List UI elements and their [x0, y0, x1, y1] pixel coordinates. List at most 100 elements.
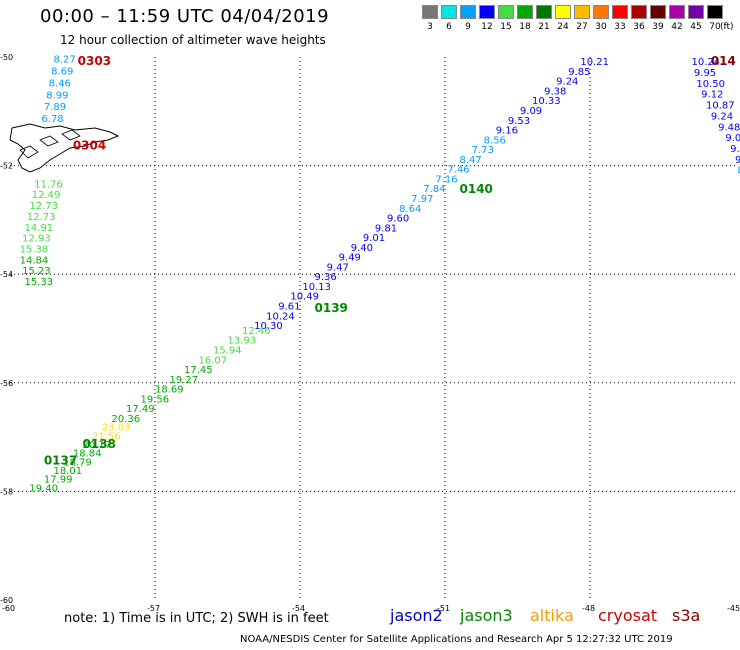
scale-swatch — [498, 5, 514, 19]
wave-height-value: 18.84 — [73, 449, 102, 460]
scale-label: 39 — [652, 22, 664, 32]
axis-ticks: -60 -57 -54 -51 -48 -45 -50 -52 -54 -56 -58 -60 — [0, 53, 740, 613]
wave-height-value: 9.47 — [327, 262, 349, 273]
wave-height-value: 14.84 — [20, 255, 49, 266]
wave-height-value: 20.36 — [112, 414, 141, 425]
scale-unit: (ft) — [720, 22, 734, 32]
wave-height-value: 12.73 — [29, 201, 58, 212]
wave-height-value: 7.97 — [411, 194, 433, 205]
scale-label: 45 — [690, 22, 702, 32]
lon-tick-label: -54 — [292, 604, 305, 613]
pass-labels: 0303 0304 0140 0139 0138 0137 014 — [44, 54, 736, 467]
wave-height-value: 8.27 — [54, 54, 76, 65]
wave-height-value: 15.33 — [25, 277, 54, 288]
wave-height-value: 20.17 — [83, 440, 112, 451]
wave-height-value: 8.47 — [460, 155, 482, 166]
wave-height-value: 9.09 — [520, 106, 542, 117]
lon-tick-label: -51 — [437, 604, 450, 613]
wave-height-value: 8.64 — [399, 204, 421, 215]
wave-height-value: 9.09 — [730, 144, 740, 155]
wave-height-value: 10.87 — [706, 101, 735, 112]
pass-id-label: 0138 — [83, 437, 116, 451]
scale-label: 36 — [633, 22, 645, 32]
wave-height-value: 8.69 — [51, 66, 73, 77]
wave-height-value: 23.03 — [102, 423, 131, 434]
scale-swatch — [612, 5, 628, 19]
wave-height-value: 9.24 — [556, 77, 578, 88]
wave-height-value: 12.93 — [22, 234, 51, 245]
wave-height-value: 14.91 — [25, 223, 54, 234]
legend-jason3: jason3 — [460, 606, 513, 625]
wave-height-value: 15.94 — [213, 345, 242, 356]
lon-tick-label: -60 — [2, 604, 15, 613]
scale-label: 21 — [538, 22, 550, 32]
scale-label: 3 — [427, 22, 433, 32]
wave-height-value: 12.73 — [27, 212, 56, 223]
wave-height-value: 9.16 — [496, 126, 518, 137]
scale-label: 30 — [595, 22, 607, 32]
lat-tick-label: -56 — [0, 379, 13, 388]
wave-height-value: 8. — [737, 166, 740, 177]
wave-height-value: 18.79 — [63, 457, 92, 468]
scale-swatch — [631, 5, 647, 19]
wave-height-value: 9.1 — [735, 155, 740, 166]
scale-label: 9 — [465, 22, 471, 32]
legend-cryosat: cryosat — [598, 606, 658, 625]
wave-height-value: 9.49 — [339, 253, 361, 264]
wave-height-value: 10.24 — [266, 311, 295, 322]
wave-height-value: 9.36 — [315, 272, 337, 283]
pass-id-label: 0137 — [44, 453, 77, 467]
wave-height-value: 17.99 — [44, 475, 73, 486]
wave-height-value: 7.89 — [44, 102, 66, 113]
wave-height-value: 8.46 — [49, 78, 71, 89]
scale-label: 12 — [481, 22, 493, 32]
scale-swatch — [650, 5, 666, 19]
scale-swatch — [593, 5, 609, 19]
scale-swatch — [460, 5, 476, 19]
wave-height-value: 7.16 — [435, 174, 457, 185]
wave-height-value: 10.49 — [290, 292, 319, 303]
wave-height-value: 18.01 — [54, 466, 83, 477]
wave-height-value: 9.40 — [351, 243, 373, 254]
lat-tick-label: -58 — [0, 487, 13, 496]
wave-height-value: 10.30 — [254, 321, 283, 332]
scale-label: 24 — [557, 22, 569, 32]
scale-label: 42 — [671, 22, 683, 32]
scale-swatch — [669, 5, 685, 19]
scale-label: 15 — [500, 22, 512, 32]
lon-tick-label: -45 — [727, 604, 740, 613]
map-title: 00:00 – 11:59 UTC 04/04/2019 — [40, 6, 330, 27]
pass-id-label: 0304 — [73, 138, 106, 152]
wave-height-value: 9.60 — [387, 214, 409, 225]
scale-swatch — [422, 5, 438, 19]
wave-height-value: 10.50 — [696, 79, 725, 90]
pass-id-label: 014 — [711, 54, 736, 68]
lon-tick-label: -57 — [147, 604, 160, 613]
note-text: note: 1) Time is in UTC; 2) SWH is in fe… — [64, 611, 329, 626]
pass-id-label: 0303 — [78, 54, 111, 68]
legend-s3a: s3a — [672, 606, 701, 625]
altimeter-tracks: 8.278.698.468.997.896.7811.7612.4912.731… — [20, 54, 740, 494]
wave-height-value: 9.95 — [694, 68, 716, 79]
wave-height-value: 8.99 — [46, 90, 68, 101]
scale-label: 6 — [446, 22, 452, 32]
wave-height-value: 17.49 — [126, 404, 155, 415]
credit-line: NOAA/NESDIS Center for Satellite Applica… — [240, 634, 673, 645]
scale-swatch — [517, 5, 533, 19]
wave-height-value: 9.81 — [375, 223, 397, 234]
wave-height-value: 12.49 — [32, 190, 61, 201]
map-subtitle: 12 hour collection of altimeter wave hei… — [60, 33, 326, 47]
wave-height-value: 10.33 — [532, 96, 561, 107]
wave-height-value: 15.38 — [20, 244, 49, 255]
lat-tick-label: -52 — [0, 162, 13, 171]
wave-height-value: 8.56 — [484, 135, 506, 146]
wave-height-value: 7.84 — [423, 184, 445, 195]
wave-height-value: 19.56 — [141, 394, 170, 405]
lat-tick-label: -50 — [0, 53, 13, 62]
scale-swatch — [555, 5, 571, 19]
wave-height-value: 7.73 — [472, 145, 494, 156]
wave-height-value: 12.46 — [242, 326, 271, 337]
wave-height-value: 7.46 — [447, 165, 469, 176]
wave-height-value: 15.23 — [22, 266, 51, 277]
